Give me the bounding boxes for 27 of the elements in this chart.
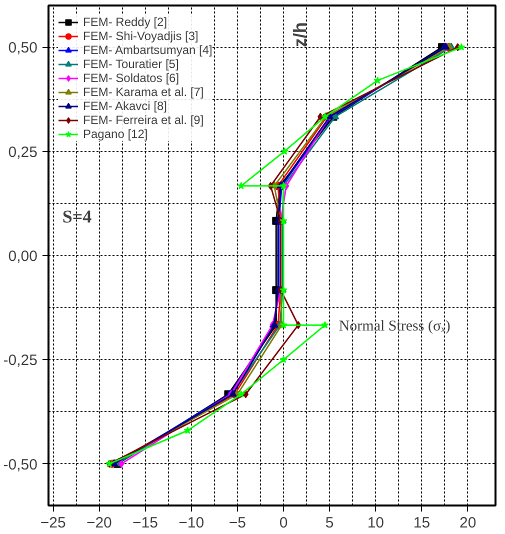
y-tick-label: -0,50	[3, 456, 38, 474]
x-tick-label: −20	[86, 514, 112, 532]
x-tick-label: 15	[413, 514, 430, 532]
legend-label: FEM- Soldatos [6]	[83, 71, 180, 85]
legend-label: FEM- Shi-Voyadjis [3]	[83, 29, 198, 43]
annotation: S=4	[62, 206, 92, 226]
legend-label: FEM- Karama et al. [7]	[83, 85, 204, 99]
x-tick-label: −5	[228, 514, 246, 532]
legend-label: FEM- Reddy [2]	[83, 15, 168, 29]
legend-label: FEM- Touratier [5]	[83, 57, 179, 71]
y-tick-label: -0,25	[3, 352, 38, 370]
x-tick-label: 10	[367, 514, 384, 532]
y-tick-label: 0,00	[8, 248, 38, 265]
legend-label: FEM- Ambartsumyan [4]	[83, 43, 212, 57]
legend-label: FEM- Akavci [8]	[83, 99, 168, 113]
y-tick-label: 0,25	[8, 144, 38, 161]
legend-label: Pagano [12]	[83, 127, 148, 141]
y-tick-label: 0,50	[8, 40, 38, 57]
x-axis-title: Normal Stress (σₓ)	[338, 318, 450, 335]
legend-label: FEM- Ferreira et al. [9]	[83, 113, 204, 127]
x-tick-label: 20	[460, 514, 476, 532]
x-tick-label: 0	[279, 514, 288, 532]
x-tick-label: −15	[132, 514, 158, 532]
x-tick-label: −25	[40, 514, 66, 532]
x-tick-label: 5	[325, 514, 334, 532]
y-axis-title: z/h	[290, 22, 310, 48]
x-tick-label: −10	[178, 514, 204, 532]
